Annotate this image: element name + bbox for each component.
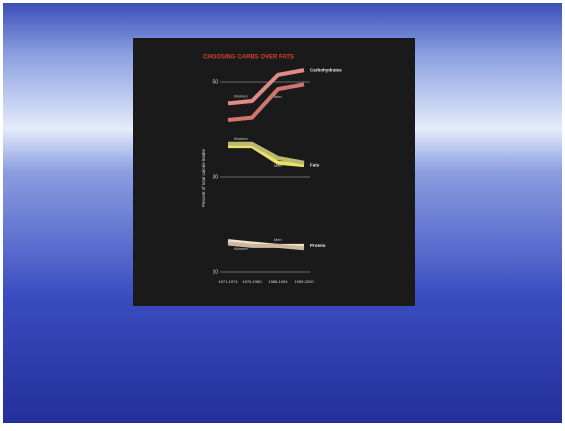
series-line [227, 241, 305, 251]
series-line [228, 144, 305, 168]
series-name: Women [234, 93, 248, 98]
series-name: Men [274, 163, 282, 168]
y-tick-label: 50 [212, 79, 218, 85]
group-label: Protein [310, 243, 326, 248]
series-line [227, 68, 305, 106]
y-tick-label: 30 [212, 174, 218, 180]
series-line [228, 141, 305, 165]
chart-title: CHOOSING CARBS OVER FATS [203, 55, 294, 61]
series-name: Men [274, 237, 282, 242]
series-name: Women [234, 136, 248, 141]
series-line [227, 82, 305, 122]
group-label: Fats [310, 162, 320, 167]
x-tick-label: 1999-2000 [294, 279, 314, 284]
x-tick-label: 1988-1994 [268, 279, 288, 284]
y-axis-label: Percent of total calorie intake [201, 148, 206, 207]
series-name: Men [274, 94, 282, 99]
y-tick-label: 10 [212, 269, 218, 275]
chart-panel [133, 38, 415, 306]
x-tick-label: 1976-1980 [242, 279, 262, 284]
series-name: Women [234, 246, 248, 251]
group-label: Carbohydrates [310, 67, 342, 72]
x-tick-label: 1971-1974 [218, 279, 238, 284]
